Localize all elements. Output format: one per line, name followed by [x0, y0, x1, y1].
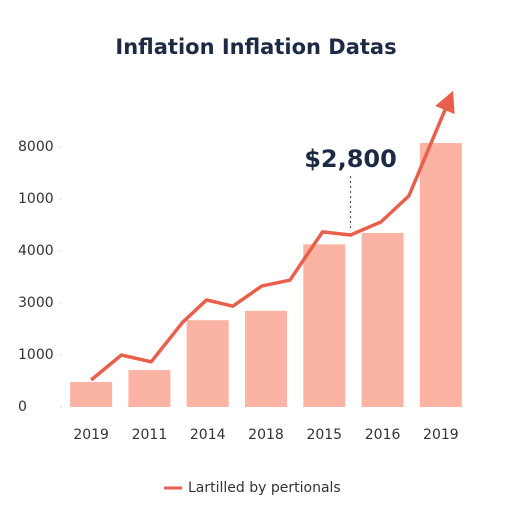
bar [361, 232, 404, 407]
bar [303, 244, 346, 407]
bar [128, 370, 171, 407]
x-tick-label: 2014 [190, 427, 226, 443]
bar [419, 143, 462, 407]
y-tick-label: 1000 [18, 347, 54, 363]
chart-title: Inflation Inflation Datas [115, 35, 396, 59]
x-tick-label: 2015 [306, 427, 342, 443]
bar [70, 382, 113, 407]
x-tick-label: 2018 [248, 427, 284, 443]
x-tick-label: 2016 [365, 427, 401, 443]
line [90, 90, 455, 382]
annotation: $2,800 [304, 145, 397, 173]
bar [186, 320, 229, 407]
bar [245, 310, 287, 407]
x-tick-label: 2011 [132, 427, 168, 443]
y-tick-label: 0 [18, 399, 27, 415]
y-tick-label: 8000 [18, 139, 54, 155]
y-tick-label: 4000 [18, 243, 54, 259]
y-tick-label: 3000 [18, 295, 54, 311]
legend-label: Lartilled by pertionals [188, 480, 341, 496]
x-tick-label: 2019 [423, 427, 459, 443]
y-tick-label: 1000 [18, 191, 54, 207]
x-tick-label: 2019 [73, 427, 109, 443]
